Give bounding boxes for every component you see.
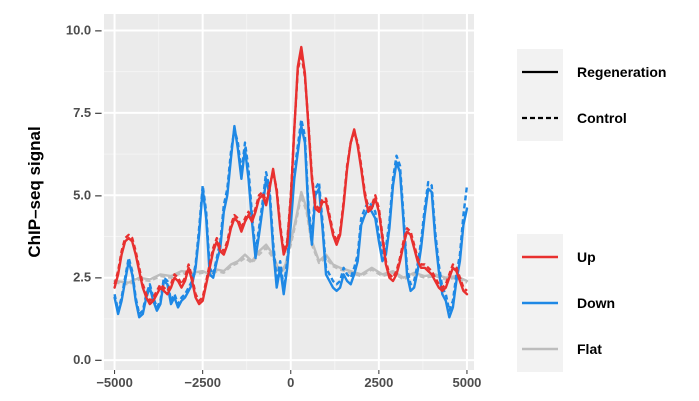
series-line-down-control — [113, 118, 469, 316]
legend-label-control: Control — [577, 110, 627, 126]
linetype-legend: Regeneration Control — [517, 49, 666, 141]
series-lines — [113, 45, 469, 319]
x-tick-label: −2500 — [184, 375, 221, 390]
legend-label-flat: Flat — [577, 341, 602, 357]
y-axis-ticks: 0.0 – 2.5 – 5.0 – 7.5 – 10.0 – — [66, 22, 102, 367]
plot-panel — [104, 14, 474, 370]
legend-label-up: Up — [577, 249, 596, 265]
y-tick-label: 0.0 – — [73, 352, 102, 367]
x-tick-label: −5000 — [96, 375, 133, 390]
y-axis-title: ChIP–seq signal — [25, 126, 44, 257]
color-legend: Up Down Flat — [517, 234, 615, 372]
y-tick-label: 7.5 – — [73, 105, 102, 120]
x-tick-label: 5000 — [452, 375, 481, 390]
series-line-up-regeneration — [113, 45, 469, 306]
x-axis-ticks: −5000 −2500 0 2500 5000 — [96, 370, 481, 390]
x-tick-label: 0 — [287, 375, 294, 390]
legend-label-regeneration: Regeneration — [577, 64, 666, 80]
x-tick-label: 2500 — [364, 375, 393, 390]
y-tick-label: 10.0 – — [66, 22, 102, 37]
y-tick-label: 2.5 – — [73, 270, 102, 285]
y-tick-label: 5.0 – — [73, 187, 102, 202]
legend-label-down: Down — [577, 295, 615, 311]
series-line-up-control — [113, 52, 468, 302]
